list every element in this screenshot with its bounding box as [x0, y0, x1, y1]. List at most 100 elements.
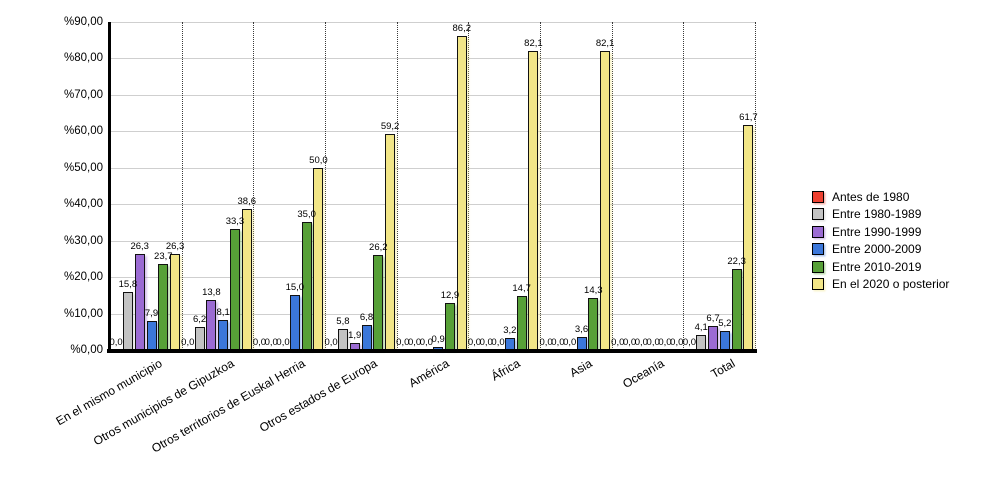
bar-value-label: 59,2	[380, 121, 400, 133]
y-tick-label: %90,00	[63, 16, 103, 28]
bar-value-label: 0,0	[396, 337, 410, 348]
group-separator	[468, 22, 470, 350]
group-separator	[755, 22, 756, 350]
gridline	[111, 204, 755, 206]
bar-value-label: 8,1	[216, 307, 230, 319]
bar-value-label: 4,1	[694, 322, 708, 334]
y-tick-label: %80,00	[63, 52, 103, 65]
bar-value-label: 0,0	[622, 337, 637, 348]
legend-label: Entre 1990-1999	[832, 224, 922, 239]
bar-value-label: 15,0	[285, 282, 305, 294]
bar	[708, 325, 719, 350]
bar-value-label: 0,0	[419, 337, 433, 348]
bar	[743, 125, 754, 350]
bar	[719, 331, 730, 350]
legend-swatch	[812, 260, 824, 273]
bar-value-label: 0,0	[682, 337, 697, 348]
bar-value-label: 0,0	[467, 337, 482, 348]
bar	[731, 268, 742, 350]
bar-value-label: 0,0	[181, 337, 195, 348]
legend-label: Entre 2000-2009	[832, 242, 922, 257]
bar	[194, 327, 205, 350]
bar-value-label: 22,3	[727, 255, 746, 267]
bar	[373, 254, 384, 350]
bar-value-label: 5,2	[718, 318, 732, 330]
bar-value-label: 14,3	[584, 284, 603, 296]
y-tick-label: %20,00	[63, 271, 103, 284]
bar-value-label: 33,3	[225, 215, 245, 227]
group-separator	[396, 22, 398, 350]
bar-value-label: 14,7	[512, 283, 531, 295]
gridline	[111, 58, 755, 60]
y-tick-label: %70,00	[63, 88, 103, 101]
bar-value-label: 26,2	[369, 241, 388, 253]
legend-swatch	[812, 190, 824, 203]
bar	[361, 325, 372, 350]
bar	[588, 297, 599, 350]
bar-value-label: 50,0	[309, 154, 328, 166]
bar	[337, 328, 348, 350]
bar	[516, 296, 527, 350]
bar-value-label: 61,7	[739, 112, 758, 124]
group-separator	[540, 22, 541, 350]
gridline	[111, 313, 755, 315]
group-separator	[611, 22, 613, 350]
bar	[289, 295, 300, 350]
bar	[528, 50, 539, 350]
bar-value-label: 82,1	[595, 37, 615, 49]
bar-value-label: 26,3	[130, 241, 149, 253]
bar	[313, 167, 324, 350]
bar	[134, 254, 145, 350]
bar-value-label: 1,9	[348, 330, 362, 342]
bar	[122, 292, 133, 350]
bar	[456, 35, 467, 350]
group-separator	[181, 22, 183, 350]
legend-item: Antes de 1980	[812, 188, 949, 206]
x-axis-line	[107, 349, 757, 353]
bar	[696, 335, 707, 350]
bar-value-label: 0,0	[539, 337, 553, 348]
legend-swatch	[812, 225, 824, 238]
bar-value-label: 0,0	[634, 337, 648, 348]
bar-value-label: 86,2	[452, 22, 472, 34]
bar-value-label: 0,0	[479, 337, 493, 348]
gridline	[111, 240, 755, 242]
legend-label: En el 2020 o posterior	[832, 277, 950, 292]
y-tick-label: %40,00	[63, 198, 103, 211]
legend-item: Entre 1990-1999	[812, 223, 949, 241]
bar-value-label: 23,7	[154, 250, 173, 262]
bar-value-label: 35,0	[297, 209, 316, 221]
bar-value-label: 15,8	[118, 279, 138, 291]
legend-item: Entre 1980-1989	[812, 206, 949, 224]
bar	[600, 50, 611, 350]
y-tick-label: %30,00	[63, 234, 103, 247]
bar-value-label: 6,7	[706, 312, 720, 324]
bar-value-label: 0,0	[276, 337, 290, 348]
gridline	[111, 94, 755, 96]
legend-item: Entre 2000-2009	[812, 241, 949, 259]
bar-value-label: 13,8	[202, 286, 221, 298]
bar	[229, 228, 240, 350]
legend-item: En el 2020 o posterior	[812, 276, 949, 294]
bar-value-label: 0,0	[670, 337, 684, 348]
bar	[241, 209, 252, 350]
bar	[444, 302, 455, 350]
bar	[170, 254, 181, 350]
legend-label: Antes de 1980	[832, 189, 910, 204]
y-tick-label: %50,00	[63, 161, 103, 174]
y-tick-label: %60,00	[63, 125, 103, 138]
bar	[206, 299, 217, 350]
group-separator	[683, 22, 685, 350]
legend-label: Entre 2010-2019	[832, 259, 922, 274]
bar-value-label: 0,9	[431, 333, 445, 345]
bar-value-label: 0,0	[611, 337, 625, 348]
bar-value-label: 0,0	[646, 337, 660, 348]
bar	[218, 320, 229, 350]
bar-value-label: 0,0	[324, 337, 338, 348]
bar-value-label: 7,9	[144, 308, 159, 320]
bar-value-label: 82,1	[524, 37, 543, 49]
bar-value-label: 6,8	[359, 312, 374, 324]
legend-swatch	[812, 243, 824, 256]
bar-value-label: 6,2	[192, 314, 207, 326]
